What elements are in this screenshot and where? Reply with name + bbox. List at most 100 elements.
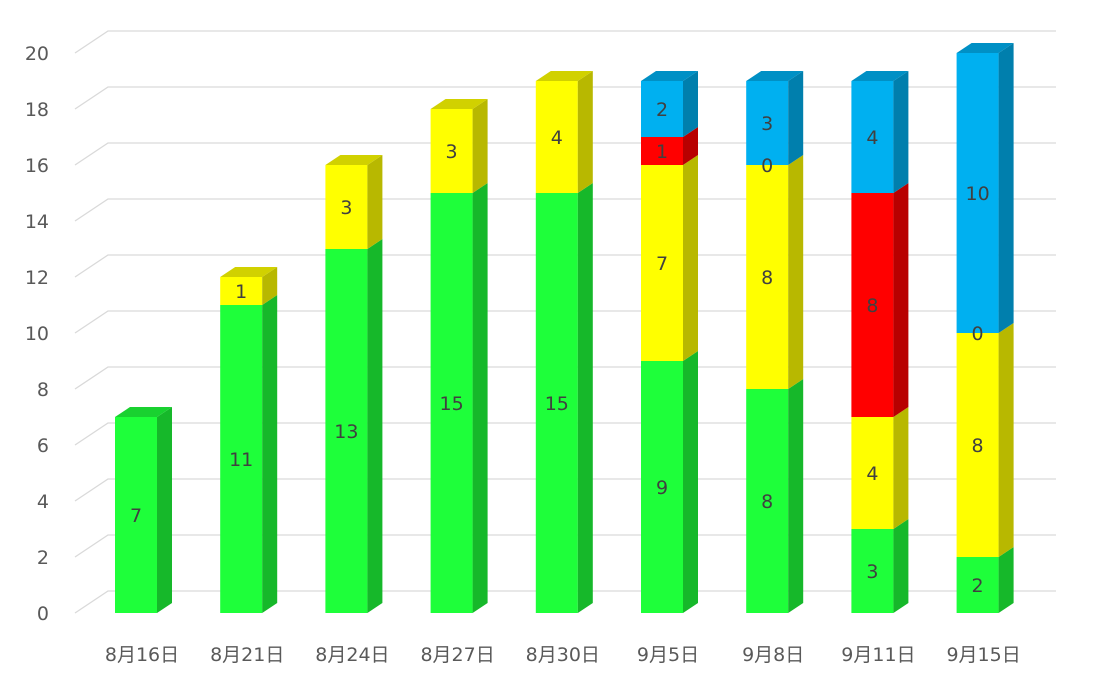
x-tick-label: 9月11日 [841, 644, 915, 666]
data-label: 0 [761, 155, 773, 177]
data-label: 7 [130, 505, 142, 527]
data-label: 4 [551, 127, 563, 149]
data-label: 8 [761, 491, 773, 513]
bar-segment [641, 165, 683, 361]
x-tick-label: 8月30日 [526, 644, 600, 666]
gridline [74, 366, 1056, 390]
gridline [74, 590, 1056, 614]
data-label: 2 [972, 575, 984, 597]
data-label: 3 [340, 197, 352, 219]
bar-segment-side [683, 351, 698, 613]
x-tick-label: 8月24日 [315, 644, 389, 666]
y-tick-label: 20 [25, 43, 49, 65]
bar-segment-top [746, 71, 804, 81]
bar-segment-side [262, 295, 278, 613]
bar-segment [851, 193, 894, 417]
bar-column [220, 267, 278, 613]
bar-segment-side [157, 407, 172, 613]
bar-segment [430, 109, 473, 193]
bar-column [641, 71, 698, 613]
bar-segment-side [577, 183, 593, 613]
gridline [74, 254, 1056, 278]
data-label: 8 [866, 295, 878, 317]
y-tick-label: 18 [25, 99, 49, 121]
data-label: 0 [972, 323, 984, 345]
gridline [74, 478, 1056, 502]
y-axis-ticks: 0 2 4 6 8 10 12 14 16 18 20 [25, 43, 49, 625]
bar-segment-side [893, 407, 909, 529]
y-tick-label: 8 [37, 379, 49, 401]
bar-segment [325, 249, 368, 613]
bar-segment [325, 165, 368, 249]
bar-segment [851, 529, 894, 613]
bar-column [325, 155, 383, 613]
bar-segment [115, 417, 157, 613]
bar-segment [851, 417, 894, 529]
bar-segment [956, 557, 999, 613]
bar-segment-side [683, 127, 698, 165]
bar-segment [641, 81, 683, 137]
data-label: 10 [966, 183, 990, 205]
bar-segment [220, 305, 263, 613]
data-label: 11 [229, 449, 253, 471]
bar-segment-top [220, 267, 278, 277]
data-label: 15 [545, 393, 569, 415]
data-label: 1 [656, 141, 668, 163]
x-tick-label: 8月21日 [210, 644, 284, 666]
bar-segment [746, 389, 789, 613]
bar-column [956, 43, 1014, 613]
bar-segment [851, 81, 894, 193]
gridline [74, 534, 1056, 558]
x-tick-label: 9月5日 [637, 644, 699, 666]
gridline [74, 30, 1056, 54]
bar-segment-side [472, 183, 488, 613]
data-label: 1 [235, 281, 247, 303]
x-tick-label: 9月8日 [742, 644, 804, 666]
data-label: 2 [656, 99, 668, 121]
bar-segment-side [893, 519, 909, 613]
bar-column [430, 99, 488, 613]
data-label: 3 [866, 561, 878, 583]
bar-segment-side [788, 155, 804, 389]
bar-segment-top [851, 71, 909, 81]
bar-segment-side [998, 43, 1014, 333]
bar-segment [430, 193, 473, 613]
data-label: 4 [866, 463, 878, 485]
data-label: 3 [446, 141, 458, 163]
bar-segment [535, 193, 578, 613]
x-axis-ticks: 8月16日 8月21日 8月24日 8月27日 8月30日 9月5日 9月8日 9月11日 9月… [105, 644, 1021, 666]
bar-column [115, 407, 172, 613]
y-tick-label: 0 [37, 603, 49, 625]
bar-column [535, 71, 593, 613]
y-tick-label: 16 [25, 155, 49, 177]
bar-column [851, 71, 909, 613]
bar-segment-side [893, 183, 909, 417]
bar-segment-top [535, 71, 593, 81]
x-tick-label: 8月16日 [105, 644, 179, 666]
bar-segment-top [430, 99, 488, 109]
bar-segment-side [788, 379, 804, 613]
gridline [74, 310, 1056, 334]
bar-segment-side [262, 267, 278, 305]
y-tick-label: 14 [25, 211, 49, 233]
bar-segment-side [998, 547, 1014, 613]
y-tick-label: 6 [37, 435, 49, 457]
bar-segment-side [998, 323, 1014, 557]
data-label: 13 [334, 421, 358, 443]
y-tick-label: 4 [37, 491, 49, 513]
bar-segment-side [577, 71, 593, 193]
gridline [74, 422, 1056, 446]
bar-segment-side [683, 155, 698, 361]
bar-column [746, 71, 804, 613]
bar-segment-side [367, 239, 383, 613]
bar-segment-side [367, 155, 383, 249]
gridline [74, 198, 1056, 222]
bar-segment-top [956, 43, 1014, 53]
data-label: 7 [656, 253, 668, 275]
bar-segment [641, 137, 683, 165]
data-label: 8 [972, 435, 984, 457]
bar-segment [956, 333, 999, 557]
bar-segment [220, 277, 263, 305]
